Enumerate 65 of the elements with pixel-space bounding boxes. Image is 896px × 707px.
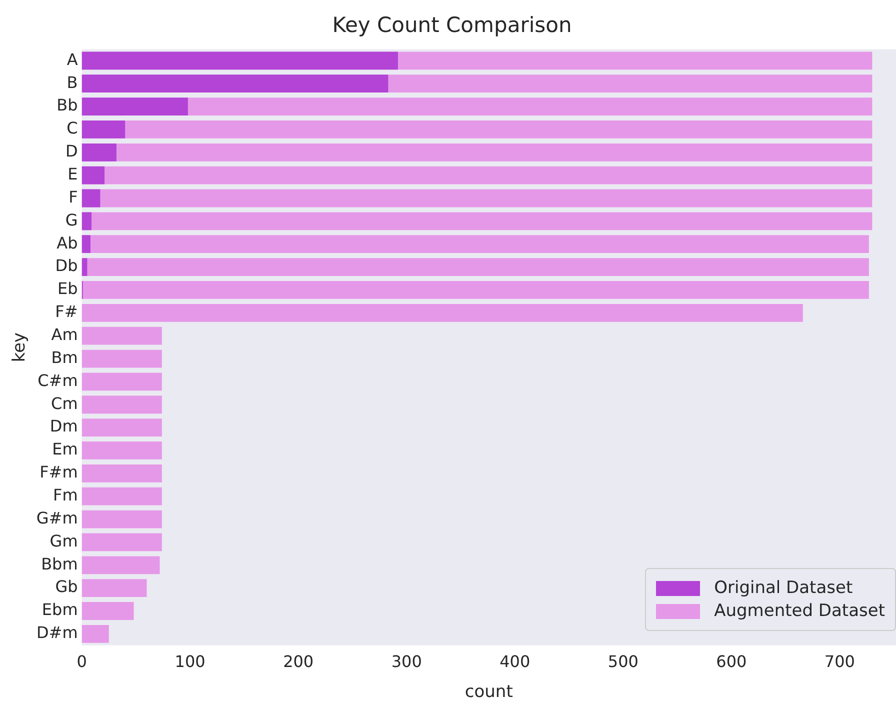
legend-label: Original Dataset (714, 578, 853, 598)
y-tick-label: F# (55, 302, 78, 322)
y-tick-label: Am (51, 324, 78, 344)
y-tick-label: Cm (51, 394, 78, 413)
y-tick-label: Bm (51, 348, 78, 367)
bar (82, 258, 88, 276)
y-tick-label: Bb (56, 96, 78, 115)
legend-label: Augmented Dataset (714, 601, 885, 621)
y-tick-label: F#m (40, 462, 78, 482)
bar (82, 533, 162, 552)
x-tick-label: 0 (76, 652, 87, 672)
bar (82, 281, 869, 299)
x-tick-label: 300 (391, 652, 422, 672)
y-tick-label: Gm (50, 531, 78, 550)
y-tick-label: Gb (55, 577, 78, 596)
bar (82, 52, 398, 70)
bar (82, 189, 100, 208)
bar (82, 487, 162, 506)
bar (82, 350, 162, 368)
y-tick-label: Fm (52, 486, 78, 505)
bar (82, 143, 116, 162)
y-tick-label: Eb (58, 279, 78, 298)
bar (82, 166, 105, 184)
x-tick-label: 400 (500, 652, 530, 672)
y-tick-label: G (65, 210, 78, 230)
bar (82, 510, 162, 528)
bar (82, 304, 803, 322)
y-tick-label: Ebm (42, 600, 78, 620)
bar (82, 120, 126, 138)
y-tick-label: Ab (56, 233, 78, 252)
y-tick-label: C#m (38, 370, 78, 390)
y-tick-label: C (66, 118, 78, 138)
y-tick-label: D (65, 142, 78, 161)
x-axis-title: count (464, 682, 514, 702)
chart-title: Key Count Comparison (332, 13, 572, 38)
bar (82, 372, 162, 391)
y-tick-label: Bbm (41, 554, 78, 574)
x-tick-label: 500 (608, 652, 638, 672)
bar (82, 624, 109, 643)
bar (82, 602, 134, 620)
bar (82, 579, 147, 598)
bar (82, 396, 162, 414)
y-tick-label: A (66, 50, 78, 69)
bar (82, 556, 160, 574)
y-tick-label: G#m (36, 508, 78, 528)
bar (82, 464, 162, 482)
y-tick-label: Em (52, 440, 78, 459)
bar (82, 418, 162, 436)
bar (82, 326, 162, 345)
y-tick-label: Db (55, 256, 78, 276)
x-tick-label: 700 (824, 652, 855, 672)
y-tick-label: E (68, 164, 78, 184)
x-tick-label: 100 (174, 652, 206, 672)
bar (82, 212, 92, 230)
bar (82, 98, 188, 116)
bar (82, 442, 162, 460)
y-axis-title: key (10, 332, 30, 362)
y-tick-label: Dm (50, 416, 78, 436)
x-tick-label: 200 (283, 652, 314, 672)
y-tick-label: B (66, 72, 78, 92)
bar (82, 235, 90, 254)
y-tick-label: F (68, 187, 78, 206)
x-tick-label: 600 (716, 652, 747, 672)
y-tick-label: D#m (36, 623, 78, 642)
bar (82, 74, 388, 93)
